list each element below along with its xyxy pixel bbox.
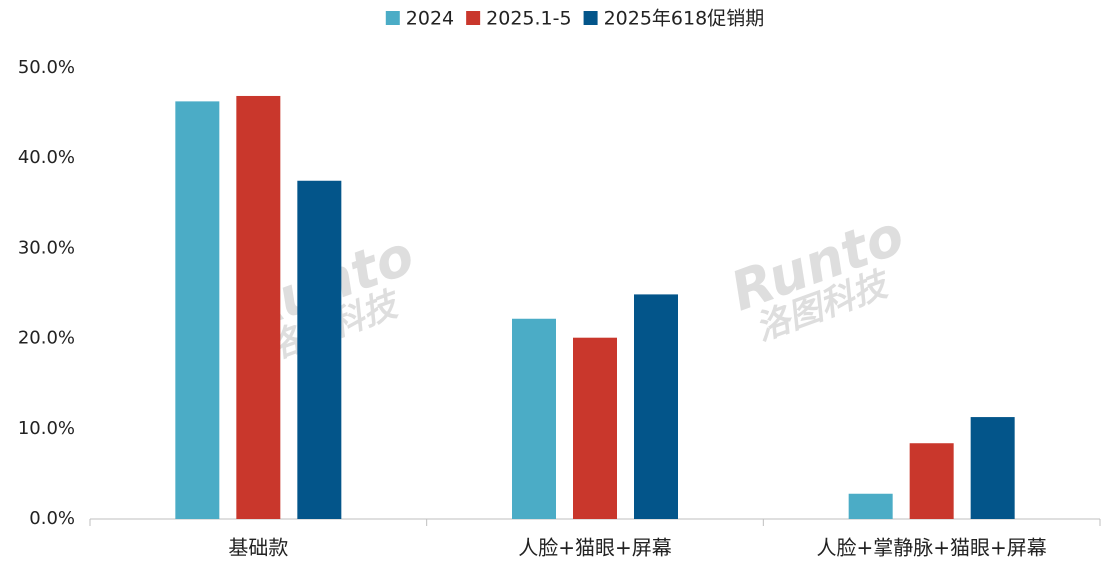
x-tick-label: 基础款	[228, 536, 288, 560]
bar	[512, 318, 556, 519]
y-tick-label: 10.0%	[18, 418, 75, 439]
y-tick-label: 20.0%	[18, 328, 75, 349]
legend-label: 2025.1-5	[486, 8, 571, 30]
bar	[634, 294, 678, 519]
bar	[297, 180, 342, 519]
legend-swatch	[583, 11, 598, 25]
bar	[236, 95, 281, 519]
legend-label: 2025年618促销期	[604, 8, 765, 30]
y-tick-label: 0.0%	[29, 508, 75, 529]
y-tick-label: 50.0%	[18, 57, 75, 78]
y-tick-label: 40.0%	[18, 147, 75, 168]
legend-swatch	[385, 11, 400, 25]
x-tick-label: 人脸+掌静脉+猫眼+屏幕	[817, 536, 1047, 560]
bar	[909, 443, 954, 519]
bar	[848, 493, 893, 519]
bar	[573, 337, 617, 519]
x-tick-label: 人脸+猫眼+屏幕	[518, 536, 672, 560]
bar	[175, 101, 220, 520]
bar	[970, 417, 1015, 519]
y-tick-label: 30.0%	[18, 237, 75, 258]
legend-label: 2024	[406, 8, 454, 30]
legend-swatch	[466, 11, 481, 25]
